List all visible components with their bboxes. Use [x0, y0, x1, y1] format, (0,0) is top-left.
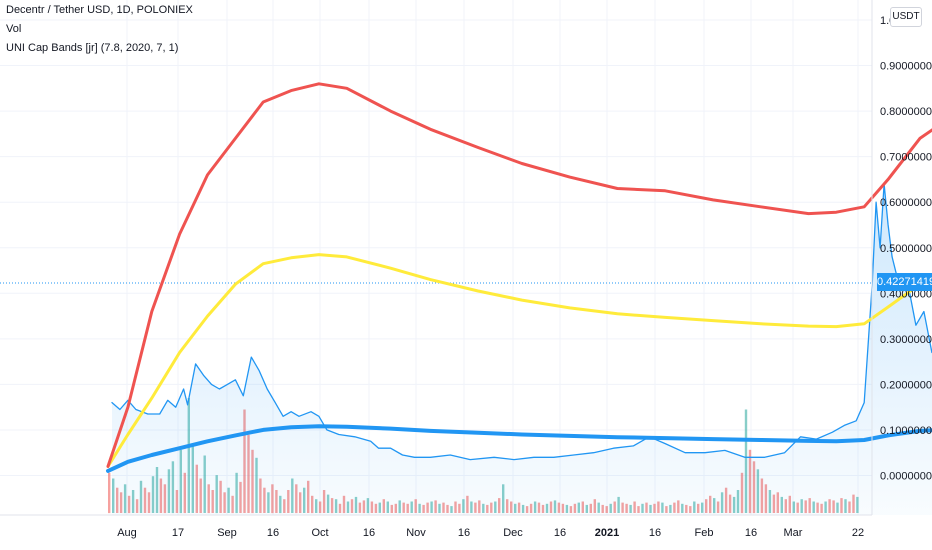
- x-tick-label: 16: [649, 527, 661, 539]
- x-tick-label: Mar: [784, 527, 803, 539]
- x-tick-label: Sep: [217, 527, 237, 539]
- indicator-legend[interactable]: UNI Cap Bands [jr] (7.8, 2020, 7, 1): [6, 42, 179, 54]
- volume-legend[interactable]: Vol: [6, 23, 22, 35]
- lower-band-line: [106, 424, 932, 473]
- x-tick-label: 16: [267, 527, 279, 539]
- upper-band-line: [106, 82, 932, 468]
- x-tick-label: 22: [852, 527, 864, 539]
- x-tick-label: 2021: [595, 527, 619, 539]
- price-scale[interactable]: 1.00.900000000.800000000.700000000.60000…: [880, 15, 932, 483]
- currency-selector-button[interactable]: USDT: [890, 7, 922, 27]
- x-tick-label: Feb: [695, 527, 714, 539]
- symbol-title[interactable]: Decentr / Tether USD, 1D, POLONIEX: [6, 4, 193, 16]
- x-tick-label: 17: [172, 527, 184, 539]
- x-tick-label: Oct: [311, 527, 328, 539]
- time-scale[interactable]: Aug 17 Sep 16 Oct 16 Nov 16 Dec 16 2021 16 Feb 16 Mar 2…: [117, 527, 864, 539]
- middle-band-line: [106, 253, 932, 468]
- price-line: [111, 183, 932, 461]
- x-tick-label: 16: [363, 527, 375, 539]
- x-tick-label: Dec: [503, 527, 523, 539]
- volume-bar: [108, 472, 111, 514]
- x-tick-label: 16: [554, 527, 566, 539]
- x-tick-label: Nov: [406, 527, 426, 539]
- x-tick-label: Aug: [117, 527, 137, 539]
- x-tick-label: 16: [745, 527, 757, 539]
- price-area-fill: [112, 184, 932, 515]
- last-price-tag: 0.42271419: [877, 273, 932, 291]
- x-tick-label: 16: [458, 527, 470, 539]
- series-lines: [106, 82, 932, 473]
- y-tick-label: 0.00000000: [880, 471, 932, 483]
